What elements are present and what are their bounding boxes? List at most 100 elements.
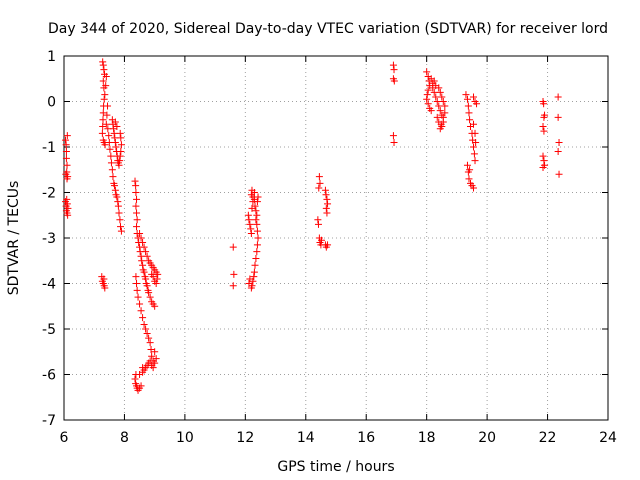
data-point	[424, 100, 432, 108]
data-point	[229, 282, 237, 290]
data-point	[555, 170, 563, 178]
data-point	[314, 216, 322, 224]
chart-title: Day 344 of 2020, Sidereal Day-to-day VTE…	[48, 21, 608, 37]
data-point	[101, 284, 109, 292]
data-point	[132, 182, 140, 190]
x-axis-label: GPS time / hours	[277, 459, 394, 475]
data-point	[470, 120, 478, 128]
data-point	[250, 189, 258, 196]
data-point	[437, 120, 445, 128]
x-tick-label: 22	[539, 430, 557, 446]
data-point	[99, 61, 107, 69]
data-point	[110, 129, 118, 137]
data-point	[102, 72, 110, 80]
data-point	[64, 173, 72, 181]
data-point	[464, 102, 472, 110]
data-point	[389, 132, 397, 140]
data-point	[423, 95, 431, 103]
data-point	[136, 229, 144, 237]
data-point	[245, 280, 253, 287]
data-point	[322, 204, 330, 212]
data-point	[114, 198, 122, 206]
data-point	[250, 273, 258, 281]
data-point	[117, 148, 125, 156]
data-point	[423, 91, 431, 99]
data-point	[247, 225, 255, 233]
data-point	[99, 109, 107, 117]
data-point	[314, 220, 322, 228]
data-point	[99, 116, 107, 124]
data-point	[145, 289, 153, 297]
data-point	[137, 252, 145, 260]
data-point	[117, 141, 125, 149]
data-point	[111, 134, 119, 142]
data-point	[131, 375, 139, 383]
data-point	[133, 216, 141, 224]
data-point	[463, 95, 471, 103]
data-point	[136, 300, 144, 308]
data-point	[435, 102, 443, 110]
data-point	[137, 234, 145, 242]
data-point	[148, 352, 156, 360]
data-point	[151, 348, 159, 356]
x-tick-label: 6	[60, 430, 69, 446]
data-point	[100, 95, 108, 103]
x-tick-label: 14	[297, 430, 315, 446]
data-point	[439, 113, 447, 121]
data-point	[110, 182, 118, 190]
data-point	[142, 325, 150, 333]
x-tick-label: 24	[599, 430, 617, 446]
data-point	[470, 93, 478, 101]
data-point	[64, 204, 72, 212]
y-tick-label: -5	[42, 322, 56, 338]
data-point	[424, 86, 432, 94]
y-tick-labels: 1 0 -1 -2 -3 -4 -5 -6 -7	[42, 49, 56, 429]
data-point	[111, 186, 119, 194]
data-point	[115, 161, 123, 169]
data-point	[111, 118, 119, 126]
data-point	[101, 141, 109, 149]
data-point	[323, 195, 331, 203]
data-point	[539, 152, 547, 160]
data-point	[315, 184, 323, 192]
data-point	[252, 254, 260, 262]
data-point	[539, 123, 547, 131]
data-point	[111, 138, 119, 146]
data-point	[106, 145, 114, 153]
data-point	[463, 161, 471, 169]
data-point	[107, 159, 115, 167]
data-point	[148, 270, 156, 278]
data-point	[321, 186, 329, 194]
y-tick-label: -1	[42, 140, 56, 156]
data-point	[132, 202, 140, 210]
y-tick-label: -7	[42, 413, 56, 429]
data-point	[251, 202, 259, 210]
data-point	[109, 173, 117, 181]
data-point	[540, 127, 548, 135]
data-point	[554, 113, 562, 121]
data-point	[98, 129, 106, 137]
data-point	[116, 152, 124, 160]
data-point	[100, 275, 108, 283]
data-point	[540, 100, 548, 108]
data-point	[323, 209, 331, 217]
data-point	[131, 177, 139, 185]
data-point	[146, 293, 154, 301]
data-point	[465, 175, 473, 183]
data-point	[430, 88, 438, 96]
data-point	[117, 223, 125, 231]
data-point	[64, 211, 72, 219]
data-point	[107, 152, 115, 160]
data-point	[116, 157, 124, 165]
data-point	[423, 68, 431, 76]
x-tick-labels: 6 8 10 12 14 16 18 20 22 24	[60, 430, 617, 446]
y-tick-label: 1	[47, 49, 56, 65]
data-point	[541, 161, 549, 169]
data-point	[117, 134, 125, 142]
data-point	[540, 157, 548, 165]
data-point	[462, 91, 470, 99]
data-point	[473, 100, 481, 108]
data-point	[147, 345, 155, 353]
data-point	[133, 223, 141, 231]
